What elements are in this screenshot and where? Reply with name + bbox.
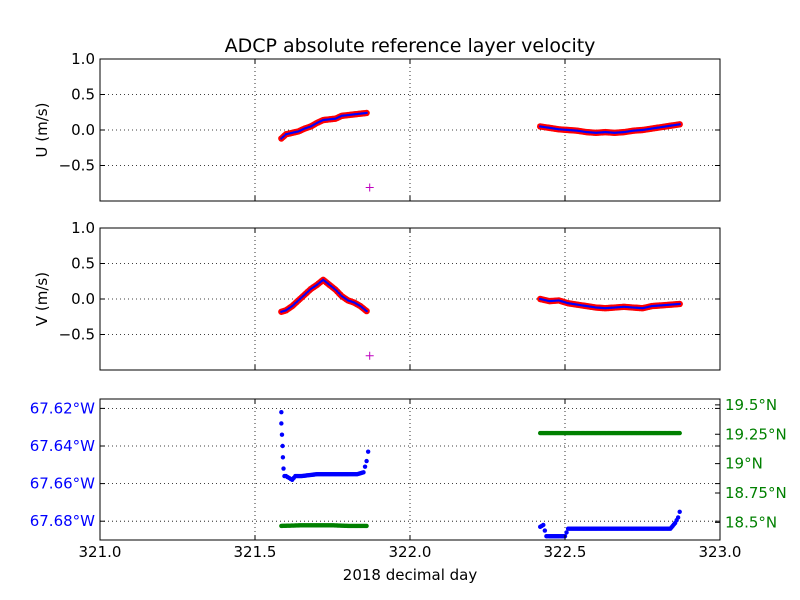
- position-panel-marks: [279, 409, 682, 539]
- longitude-point: [542, 528, 548, 533]
- longitude-point: [362, 464, 368, 469]
- longitude-y-ticks: 67.62°W 67.64°W 67.66°W 67.68°W: [30, 399, 720, 530]
- latitude-tick-label: 19.5°N: [725, 396, 777, 414]
- velocity-point-overlay: [339, 293, 342, 296]
- velocity-point-overlay: [297, 299, 300, 302]
- velocity-point-overlay: [306, 290, 309, 294]
- x-tick-label: 322.5: [544, 543, 587, 561]
- x-tick-label: 322.0: [389, 543, 432, 561]
- velocity-point-overlay: [301, 294, 305, 298]
- velocity-point-overlay: [303, 293, 306, 296]
- longitude-point: [280, 455, 286, 460]
- latitude-point: [677, 430, 682, 436]
- velocity-point-overlay: [281, 135, 285, 139]
- latitude-point: [364, 523, 369, 529]
- chart-title: ADCP absolute reference layer velocity: [225, 35, 596, 57]
- velocity-point-overlay: [337, 291, 340, 295]
- velocity-point-overlay: [678, 123, 681, 126]
- velocity-point-overlay: [283, 134, 286, 137]
- u-axis-label: U (m/s): [33, 103, 51, 158]
- longitude-point: [361, 470, 366, 475]
- velocity-point-overlay: [300, 296, 303, 299]
- x-axis-ticks: 321.0 321.5 322.0 322.5 323.0: [79, 543, 742, 561]
- x-tick-label: 321.0: [79, 543, 122, 561]
- velocity-point-overlay: [294, 302, 297, 305]
- y-tick-label: 0.0: [71, 121, 95, 139]
- position-panel: 67.62°W 67.64°W 67.66°W 67.68°W 19.5°N 19.25…: [30, 396, 787, 561]
- longitude-point: [541, 522, 546, 528]
- longitude-tick-label: 67.66°W: [30, 475, 95, 493]
- latitude-tick-label: 18.5°N: [725, 513, 777, 531]
- velocity-point-overlay: [308, 289, 311, 292]
- u-panel-marks: [278, 109, 683, 192]
- longitude-point: [280, 443, 285, 449]
- longitude-point: [675, 515, 681, 520]
- x-tick-label: 323.0: [699, 543, 742, 561]
- longitude-point: [364, 458, 369, 464]
- longitude-point: [677, 509, 682, 514]
- longitude-tick-label: 67.68°W: [30, 512, 95, 530]
- latitude-y-ticks: 19.5°N 19.25°N 19°N 18.75°N 18.5°N: [715, 396, 787, 531]
- longitude-point: [279, 409, 284, 415]
- v-panel-grid: [100, 228, 720, 370]
- u-panel-y-ticks: −0.5 0.0 0.5 1.0: [59, 50, 720, 175]
- longitude-point: [281, 466, 286, 471]
- velocity-point-overlay: [365, 111, 368, 115]
- longitude-point: [279, 421, 284, 426]
- y-tick-label: 1.0: [71, 50, 95, 68]
- velocity-point-overlay: [280, 137, 283, 140]
- y-tick-label: 0.5: [71, 255, 95, 273]
- v-panel-marks: [278, 276, 683, 360]
- longitude-tick-label: 67.64°W: [30, 437, 95, 455]
- velocity-point-overlay: [292, 303, 295, 306]
- velocity-point-overlay: [291, 304, 294, 308]
- velocity-point-overlay: [334, 288, 337, 291]
- y-tick-label: −0.5: [59, 326, 95, 344]
- longitude-point: [279, 432, 285, 437]
- position-panel-frame: [99, 398, 721, 541]
- x-axis-label: 2018 decimal day: [343, 566, 478, 584]
- outlier-marker: [365, 183, 374, 192]
- outlier-marker: [365, 351, 374, 360]
- velocity-point-overlay: [295, 300, 299, 304]
- u-velocity-panel: −0.5 0.0 0.5 1.0 U (m/s): [33, 50, 721, 202]
- velocity-point-overlay: [298, 297, 302, 301]
- velocity-point-overlay: [335, 290, 339, 293]
- v-velocity-panel: −0.5 0.0 0.5 1.0 V (m/s): [33, 219, 721, 371]
- longitude-point: [564, 530, 569, 535]
- y-tick-label: 0.0: [71, 290, 95, 308]
- v-axis-label: V (m/s): [33, 272, 51, 326]
- y-tick-label: −0.5: [59, 157, 95, 175]
- velocity-point-overlay: [678, 302, 681, 306]
- x-tick-label: 321.5: [234, 543, 277, 561]
- longitude-tick-label: 67.62°W: [30, 399, 95, 417]
- latitude-tick-label: 18.75°N: [725, 484, 787, 502]
- longitude-point: [365, 449, 371, 454]
- v-panel-y-ticks: −0.5 0.0 0.5 1.0: [59, 219, 720, 344]
- latitude-tick-label: 19°N: [725, 455, 763, 473]
- velocity-point-overlay: [304, 292, 308, 295]
- position-panel-grid: [100, 399, 720, 540]
- latitude-tick-label: 19.25°N: [725, 425, 787, 443]
- velocity-point-overlay: [365, 309, 368, 313]
- y-tick-label: 0.5: [71, 86, 95, 104]
- y-tick-label: 1.0: [71, 219, 95, 237]
